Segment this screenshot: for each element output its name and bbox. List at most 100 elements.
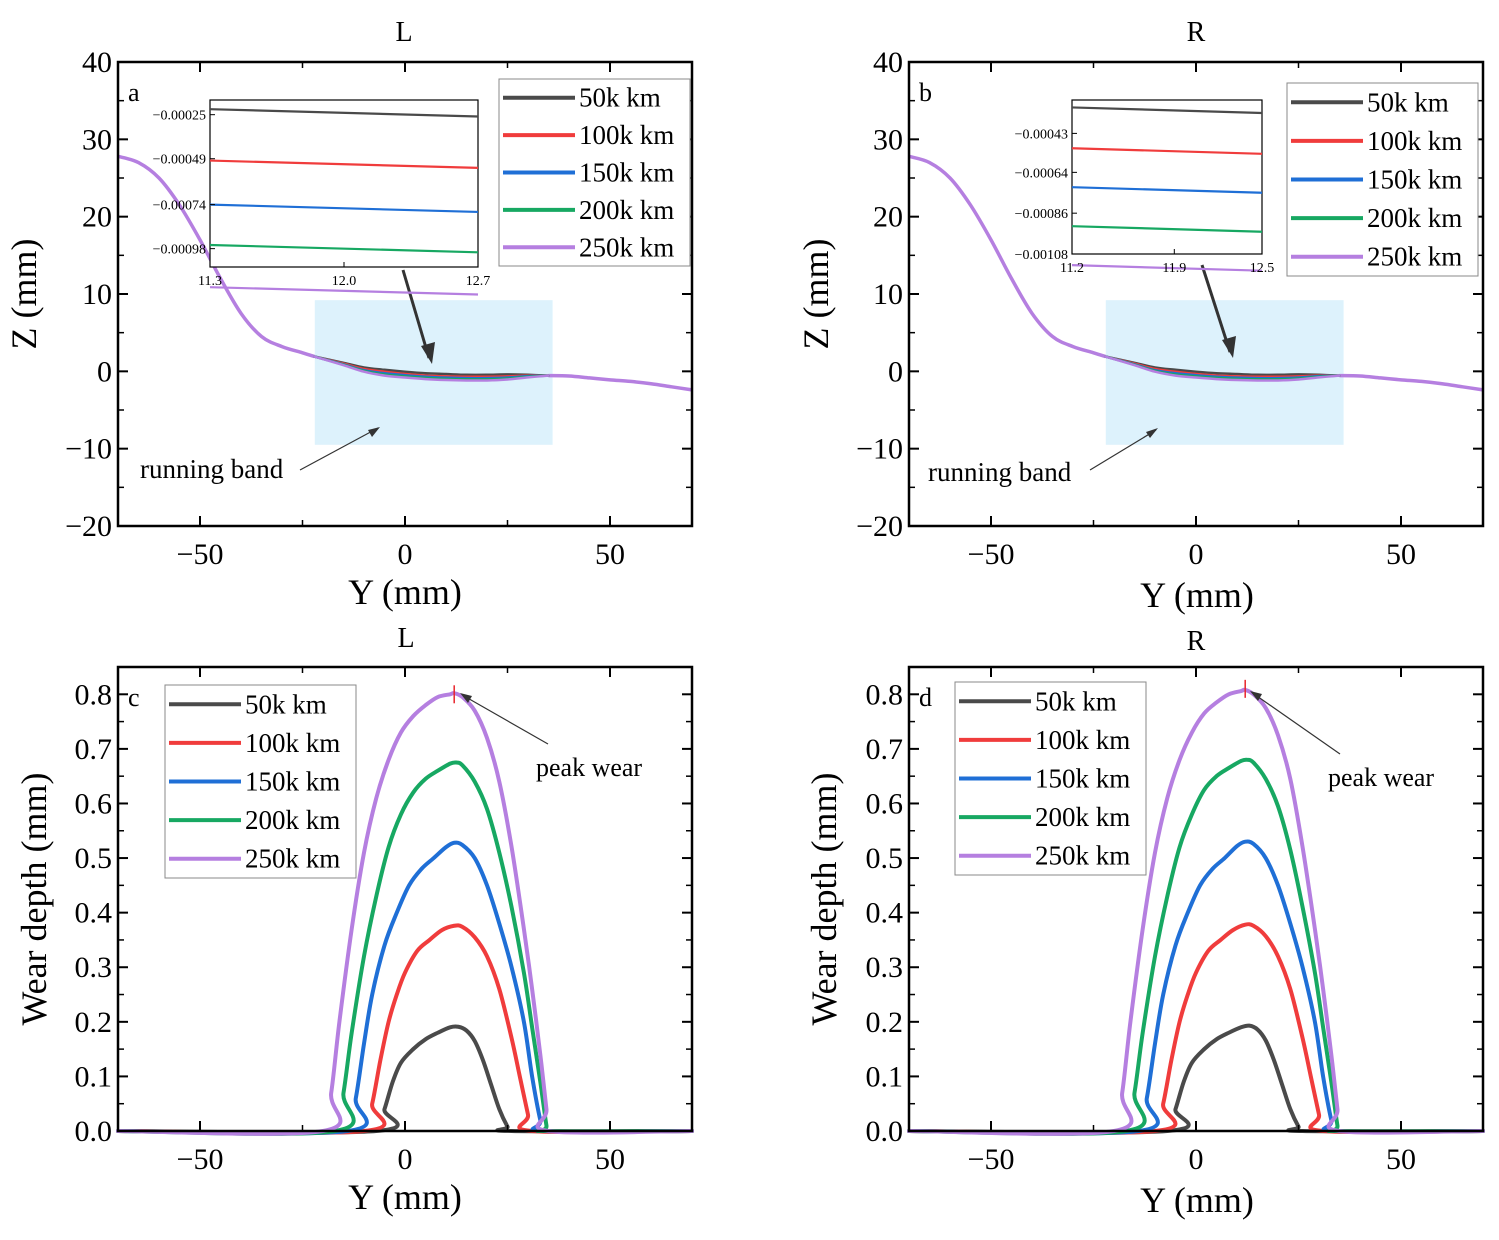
x-axis-label: Y (mm) xyxy=(1140,1180,1254,1220)
inset-line-50k xyxy=(209,108,479,118)
legend-label-50k: 50k km xyxy=(1367,87,1449,117)
series-line-200k xyxy=(907,757,1485,1136)
inset-y-tick-label: −0.00025 xyxy=(153,109,206,124)
x-tick-label: −50 xyxy=(968,1143,1015,1176)
y-tick-label: 0.1 xyxy=(75,1060,113,1093)
peak-pointer xyxy=(1253,693,1341,755)
running-band-pointer-head xyxy=(1146,428,1158,438)
x-tick-label: 0 xyxy=(1189,538,1204,571)
series-line-250k xyxy=(1104,355,1341,382)
legend: 50k km 100k km 150k km 200k km 250k km xyxy=(164,684,357,879)
inset-arrow xyxy=(401,269,431,359)
series-layer xyxy=(116,691,694,1136)
panel-a-title: L xyxy=(395,17,412,48)
panel-label: c xyxy=(128,683,140,712)
series-layer xyxy=(908,154,1484,392)
inset-arrow-head xyxy=(421,342,435,364)
legend-label-250k: 250k km xyxy=(1035,841,1130,871)
inset-line-50k xyxy=(1071,106,1263,115)
legend: 50k km 100k km 150k km 200k km 250k km xyxy=(1286,82,1479,277)
panel-label: a xyxy=(128,78,140,107)
inset-line-150k xyxy=(209,203,479,214)
inset-line-250k xyxy=(1071,264,1263,272)
panel-d: R −50 0 50 0.0 0.1 0.2 0.3 0.4 0.5 0.6 0.7 0.8 d Y … xyxy=(804,626,1485,1220)
y-tick-label: −20 xyxy=(856,510,903,543)
running-band-label: running band xyxy=(928,457,1072,487)
legend-label-200k: 200k km xyxy=(245,805,340,835)
series-line-50k xyxy=(313,355,550,377)
inset-y-tick-label: −0.00074 xyxy=(153,199,206,214)
y-tick-label: 0.7 xyxy=(866,733,904,766)
running-band-pointer-head xyxy=(368,427,380,437)
axis-layer: −50 0 50 −20 −10 0 10 20 30 40 xyxy=(65,46,692,571)
running-band-pointer xyxy=(299,427,379,471)
y-tick-label: 0.8 xyxy=(75,678,113,711)
inset-y-tick-label: −0.00043 xyxy=(1015,127,1068,142)
peak-wear-label: peak wear xyxy=(536,753,642,782)
y-tick-label: −20 xyxy=(65,510,112,543)
inset-x-tick-label: 12.5 xyxy=(1250,261,1275,276)
x-tick-label: 0 xyxy=(398,538,413,571)
x-tick-label: 0 xyxy=(1189,1143,1204,1176)
y-tick-label: −10 xyxy=(856,433,903,466)
legend: 50k km 100k km 150k km 200k km 250k km xyxy=(498,78,691,267)
inset-y-tick-label: −0.00049 xyxy=(153,153,206,168)
x-tick-label: 50 xyxy=(1386,538,1416,571)
axis-layer: −50 0 50 0.0 0.1 0.2 0.3 0.4 0.5 0.6 0.7 0.8 xyxy=(75,667,692,1176)
peak-pointer-head xyxy=(460,693,472,703)
legend-label-200k: 200k km xyxy=(1035,802,1130,832)
panel-label: d xyxy=(919,683,932,712)
running-band-label: running band xyxy=(140,454,284,484)
panel-c-title: L xyxy=(397,623,414,654)
inset-y-tick-label: −0.00064 xyxy=(1015,166,1068,181)
inset-line-100k xyxy=(1071,147,1263,155)
profile-left-segment xyxy=(908,154,1107,359)
inset-x-tick-label: 11.9 xyxy=(1162,261,1186,276)
series-line-50k xyxy=(907,1023,1485,1135)
panel-d-title: R xyxy=(1187,626,1206,657)
y-tick-label: 0.5 xyxy=(75,842,113,875)
inset-y-tick-label: −0.00086 xyxy=(1015,207,1068,222)
axis-layer: −50 0 50 −20 −10 0 10 20 30 40 xyxy=(856,46,1483,571)
y-tick-label: 30 xyxy=(873,123,903,156)
panel-b-title: R xyxy=(1187,17,1206,48)
series-line-250k xyxy=(313,355,550,382)
inset-plot: 11.3 12.0 12.7 −0.00025 −0.00049 −0.00074 −0.0… xyxy=(153,99,490,296)
inset-y-tick-label: −0.00108 xyxy=(1015,248,1068,263)
x-tick-label: 50 xyxy=(595,1143,625,1176)
x-axis-label: Y (mm) xyxy=(348,572,462,612)
series-line-50k xyxy=(116,1024,694,1135)
panel-label: b xyxy=(919,78,932,107)
legend: 50k km 100k km 150k km 200k km 250k km xyxy=(954,681,1147,876)
series-line-200k xyxy=(116,760,694,1136)
x-tick-label: 50 xyxy=(1386,1143,1416,1176)
inset-line-200k xyxy=(1071,225,1263,233)
inset-x-tick-label: 11.2 xyxy=(1060,261,1084,276)
profile-left-segment xyxy=(117,154,316,359)
y-axis-label: Z (mm) xyxy=(4,239,44,350)
x-axis-label: Y (mm) xyxy=(348,1177,462,1217)
legend-label-100k: 100k km xyxy=(245,728,340,758)
y-tick-label: 0.5 xyxy=(866,842,904,875)
inset-frame xyxy=(209,99,479,268)
inset-line-200k xyxy=(209,243,479,254)
inset-plot: 11.2 11.9 12.5 −0.00043 −0.00064 −0.00086 −0.0… xyxy=(1015,99,1275,276)
inset-arrow xyxy=(1200,264,1232,353)
x-tick-label: 0 xyxy=(398,1143,413,1176)
y-tick-label: 30 xyxy=(82,123,112,156)
y-tick-label: 0.7 xyxy=(75,733,113,766)
y-tick-label: 0.1 xyxy=(866,1060,904,1093)
legend-label-250k: 250k km xyxy=(579,232,674,262)
x-tick-label: −50 xyxy=(177,1143,224,1176)
y-tick-label: 0.0 xyxy=(866,1115,904,1148)
y-tick-label: −10 xyxy=(65,433,112,466)
series-line-150k xyxy=(907,839,1485,1136)
legend-label-100k: 100k km xyxy=(1035,725,1130,755)
y-tick-label: 10 xyxy=(873,278,903,311)
legend-label-250k: 250k km xyxy=(245,844,340,874)
peak-pointer-head xyxy=(1250,691,1262,701)
legend-label-100k: 100k km xyxy=(1367,126,1462,156)
y-tick-label: 0.6 xyxy=(866,787,904,820)
y-tick-label: 0.6 xyxy=(75,787,113,820)
